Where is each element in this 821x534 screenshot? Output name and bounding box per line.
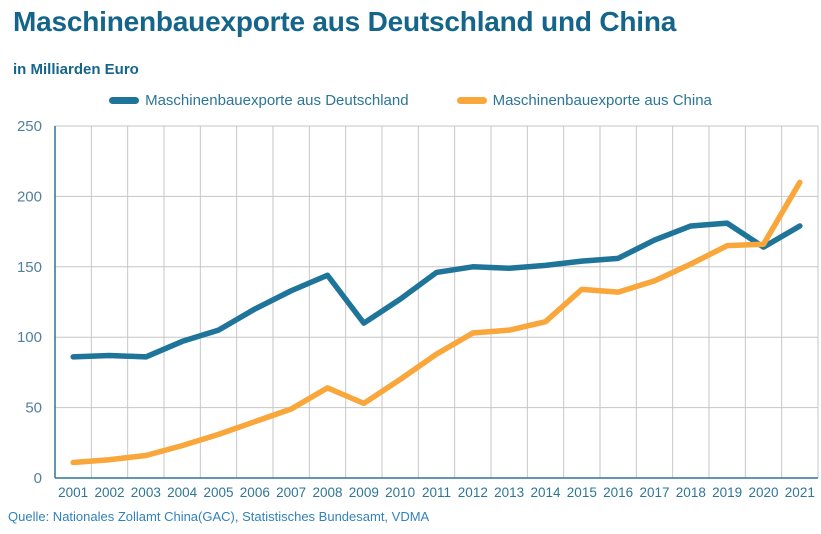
line-chart: 0 50 100 150 200 250 2001 2002 2003 2004 2005 2006 2… (0, 112, 821, 508)
source-text: Quelle: Nationales Zollamt China(GAC), S… (8, 509, 430, 524)
svg-text:2013: 2013 (494, 485, 524, 500)
legend-item-china: Maschinenbauexporte aus China (456, 92, 712, 109)
svg-text:2015: 2015 (567, 485, 597, 500)
svg-text:2014: 2014 (530, 485, 561, 500)
svg-text:100: 100 (17, 329, 42, 346)
svg-text:2012: 2012 (458, 485, 488, 500)
svg-text:2005: 2005 (203, 485, 233, 500)
svg-text:2021: 2021 (785, 485, 815, 500)
legend-label-china: Maschinenbauexporte aus China (492, 92, 712, 109)
svg-text:2016: 2016 (603, 485, 633, 500)
svg-text:250: 250 (17, 118, 42, 135)
svg-text:2011: 2011 (422, 485, 451, 500)
svg-text:2003: 2003 (131, 485, 161, 500)
svg-text:2009: 2009 (349, 485, 379, 500)
svg-text:0: 0 (34, 470, 42, 487)
legend-swatch-china (456, 97, 487, 104)
svg-text:2007: 2007 (276, 485, 306, 500)
legend-label-deutschland: Maschinenbauexporte aus Deutschland (145, 92, 409, 109)
svg-text:2020: 2020 (748, 485, 778, 500)
chart-unit-label: in Milliarden Euro (13, 61, 139, 78)
svg-text:2006: 2006 (240, 485, 270, 500)
svg-text:2017: 2017 (639, 485, 669, 500)
svg-text:50: 50 (25, 400, 42, 417)
legend-swatch-deutschland (109, 97, 140, 104)
svg-text:2004: 2004 (167, 485, 198, 500)
svg-text:2018: 2018 (676, 485, 706, 500)
page-title: Maschinenbauexporte aus Deutschland und … (13, 6, 677, 37)
svg-text:2010: 2010 (385, 485, 415, 500)
svg-text:2019: 2019 (712, 485, 742, 500)
svg-text:200: 200 (17, 188, 42, 205)
svg-text:2001: 2001 (58, 485, 88, 500)
chart-legend: Maschinenbauexporte aus Deutschland Masc… (0, 92, 821, 109)
legend-item-deutschland: Maschinenbauexporte aus Deutschland (109, 92, 409, 109)
svg-text:2002: 2002 (94, 485, 124, 500)
svg-text:150: 150 (17, 259, 42, 276)
line-chart-svg: 0 50 100 150 200 250 2001 2002 2003 2004 2005 2006 2… (17, 118, 819, 500)
svg-text:2008: 2008 (312, 485, 342, 500)
